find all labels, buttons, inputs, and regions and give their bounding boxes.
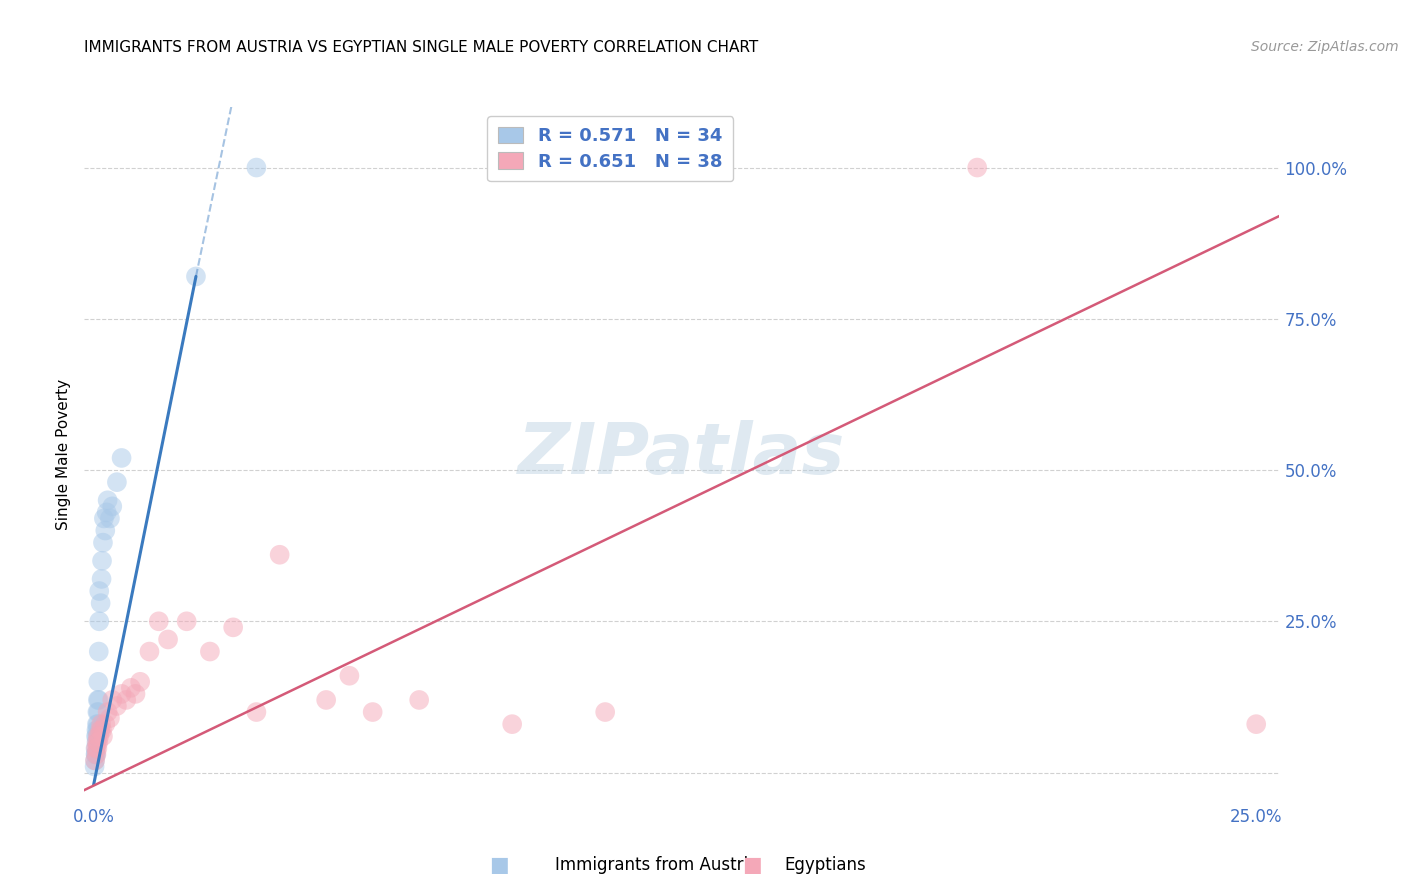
Point (86, 741, 108, 756)
Point (93, 511, 115, 525)
Point (87, 693, 110, 707)
Point (245, 161, 267, 175)
Point (86, 717, 108, 731)
Text: Immigrants from Austria: Immigrants from Austria (555, 856, 759, 874)
Point (86, 735, 108, 749)
Legend: R = 0.571   N = 34, R = 0.651   N = 38: R = 0.571 N = 34, R = 0.651 N = 38 (488, 116, 733, 181)
Point (84, 754, 107, 768)
Point (89, 723, 111, 738)
Point (86, 729, 108, 743)
Point (157, 632, 180, 647)
Point (86, 723, 108, 738)
Point (84, 747, 107, 762)
Point (86, 723, 108, 738)
Point (91, 729, 114, 743)
Point (84, 754, 107, 768)
Point (86, 735, 108, 749)
Point (1244, 717, 1267, 731)
Point (90, 572, 112, 586)
Point (110, 450, 132, 465)
Point (105, 698, 128, 713)
Point (87, 674, 110, 689)
Point (176, 615, 198, 629)
Point (593, 705, 616, 719)
Point (96, 505, 118, 519)
Point (138, 644, 160, 658)
Point (84, 747, 107, 762)
Text: ZIPatlas: ZIPatlas (519, 420, 845, 490)
Y-axis label: Single Male Poverty: Single Male Poverty (56, 379, 72, 531)
Text: ■: ■ (489, 855, 509, 875)
Point (91, 535, 114, 549)
Point (89, 584, 111, 599)
Point (408, 693, 430, 707)
Point (129, 674, 152, 689)
Point (87, 705, 110, 719)
Point (101, 693, 124, 707)
Point (87, 729, 110, 743)
Point (315, 693, 337, 707)
Point (94, 717, 117, 731)
Point (120, 681, 142, 695)
Point (115, 693, 138, 707)
Point (86, 747, 108, 762)
Point (84, 729, 107, 743)
Point (87, 735, 110, 749)
Point (83, 759, 105, 773)
Point (124, 687, 146, 701)
Text: IMMIGRANTS FROM AUSTRIA VS EGYPTIAN SINGLE MALE POVERTY CORRELATION CHART: IMMIGRANTS FROM AUSTRIA VS EGYPTIAN SING… (84, 40, 759, 55)
Point (90, 717, 112, 731)
Point (91, 723, 114, 738)
Point (222, 620, 245, 634)
Point (87, 644, 110, 658)
Point (84, 741, 107, 756)
Point (97, 493, 120, 508)
Point (361, 705, 384, 719)
Text: ■: ■ (742, 855, 762, 875)
Point (110, 687, 132, 701)
Point (101, 500, 124, 514)
Point (86, 705, 108, 719)
Point (87, 693, 110, 707)
Point (105, 475, 128, 490)
Point (198, 644, 221, 658)
Point (90, 596, 112, 610)
Point (89, 729, 111, 743)
Point (98, 511, 121, 525)
Point (269, 548, 291, 562)
Point (84, 741, 107, 756)
Point (89, 615, 111, 629)
Point (91, 554, 114, 568)
Point (966, 161, 988, 175)
Point (87, 717, 110, 731)
Point (501, 717, 523, 731)
Text: Source: ZipAtlas.com: Source: ZipAtlas.com (1251, 40, 1399, 54)
Point (98, 711, 121, 725)
Point (245, 705, 267, 719)
Text: Egyptians: Egyptians (785, 856, 866, 874)
Point (97, 705, 120, 719)
Point (184, 269, 207, 284)
Point (94, 524, 117, 538)
Point (148, 615, 170, 629)
Point (339, 669, 361, 683)
